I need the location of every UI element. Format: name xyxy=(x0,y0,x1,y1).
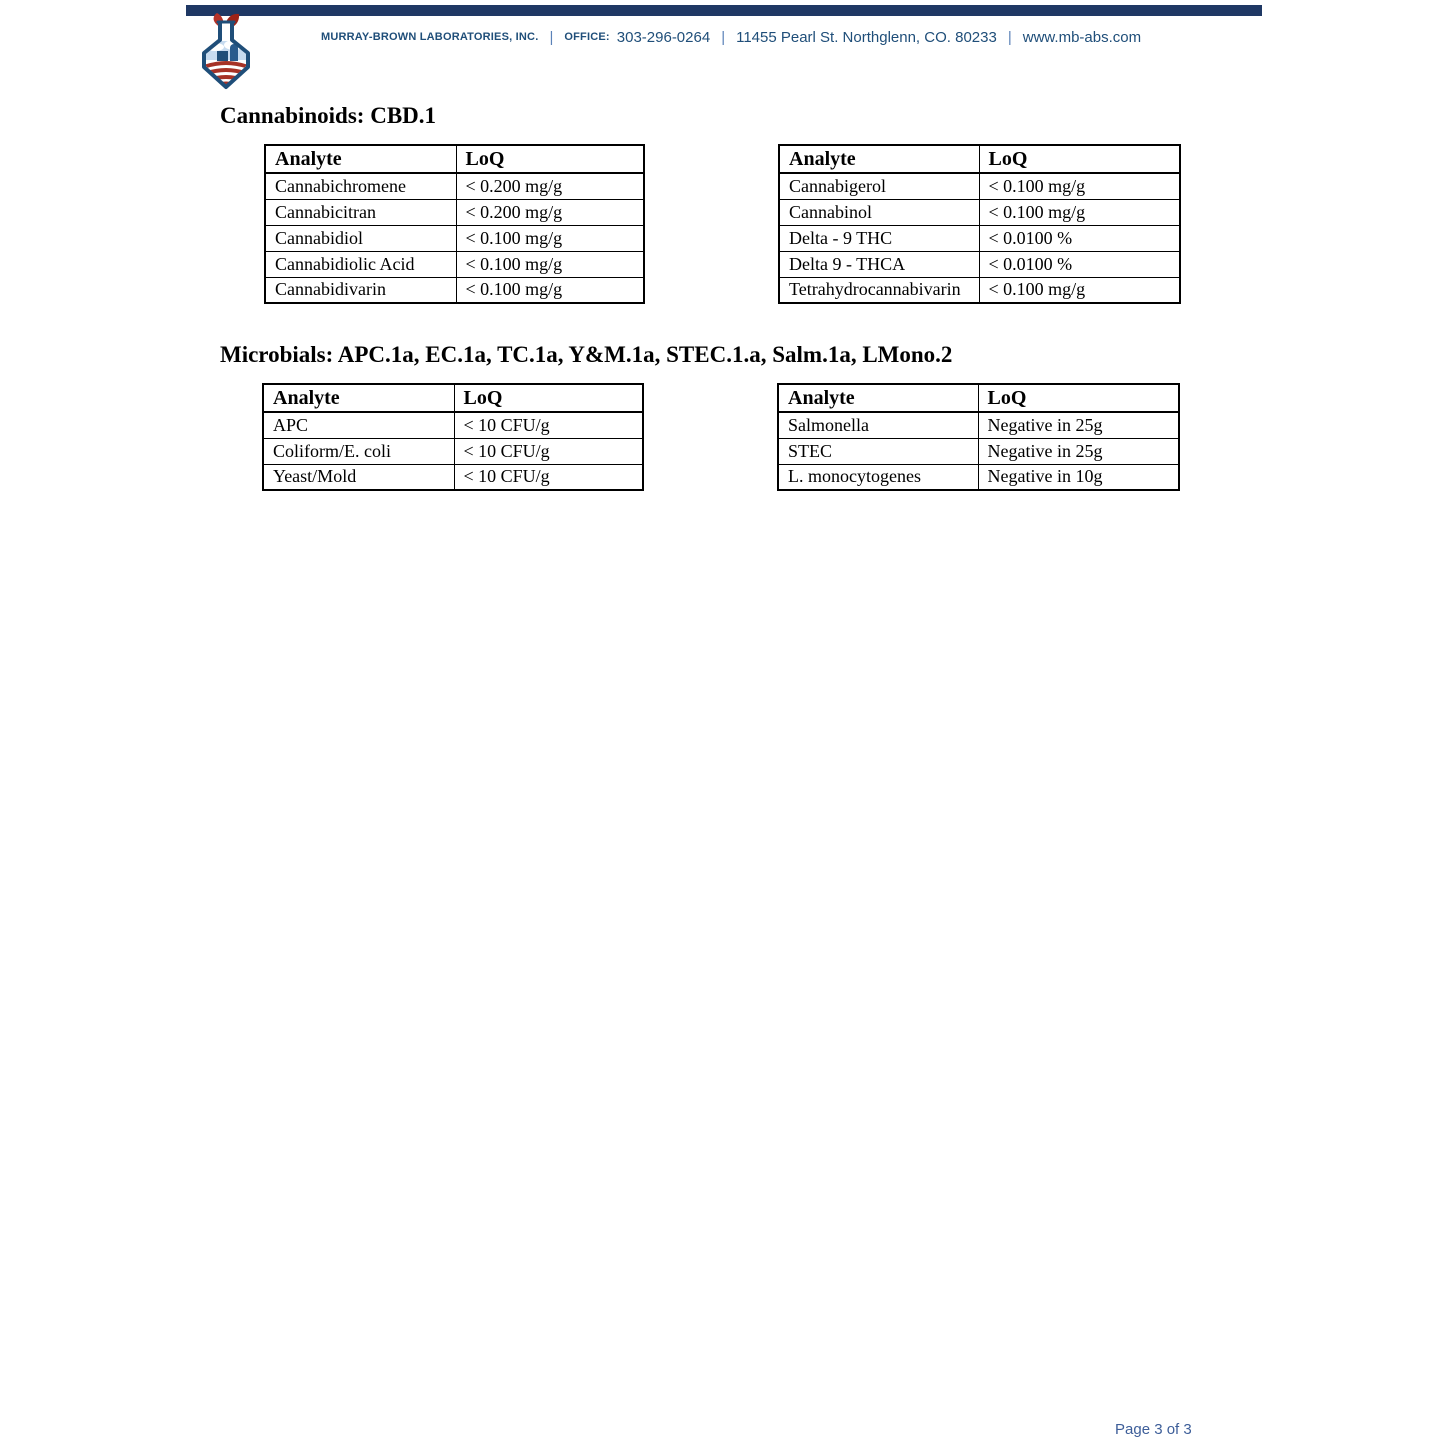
top-accent-bar xyxy=(186,5,1262,16)
separator: | xyxy=(549,28,554,46)
loq-cell: < 0.200 mg/g xyxy=(455,198,645,226)
analyte-cell: APC xyxy=(262,411,455,439)
table-header-row: Analyte LoQ xyxy=(777,383,1180,413)
table-row: Coliform/E. coli < 10 CFU/g xyxy=(262,437,644,465)
loq-cell: < 0.100 mg/g xyxy=(455,224,645,252)
analyte-cell: Coliform/E. coli xyxy=(262,437,455,465)
loq-column-header: LoQ xyxy=(453,383,644,413)
analyte-cell: Cannabicitran xyxy=(264,198,457,226)
table-header-row: Analyte LoQ xyxy=(778,144,1181,174)
microbials-section-title: Microbials: APC.1a, EC.1a, TC.1a, Y&M.1a… xyxy=(220,342,953,367)
cannabinoids-section-title: Cannabinoids: CBD.1 xyxy=(220,103,437,128)
company-name: MURRAY-BROWN LABORATORIES, INC. xyxy=(321,31,539,43)
loq-cell: Negative in 10g xyxy=(977,463,1180,491)
table-row: L. monocytogenes Negative in 10g xyxy=(777,463,1180,491)
table-row: Yeast/Mold < 10 CFU/g xyxy=(262,463,644,491)
table-row: Cannabidiol < 0.100 mg/g xyxy=(264,224,645,252)
loq-cell: < 10 CFU/g xyxy=(453,437,644,465)
website-url: www.mb-abs.com xyxy=(1022,28,1142,46)
table-row: Tetrahydrocannabivarin < 0.100 mg/g xyxy=(778,276,1181,304)
analyte-column-header: Analyte xyxy=(264,144,457,174)
cannabinoids-table-left: Analyte LoQ Cannabichromene < 0.200 mg/g … xyxy=(264,144,645,304)
table-row: Cannabicitran < 0.200 mg/g xyxy=(264,198,645,226)
table-row: Delta - 9 THC < 0.0100 % xyxy=(778,224,1181,252)
analyte-cell: L. monocytogenes xyxy=(777,463,979,491)
table-header-row: Analyte LoQ xyxy=(264,144,645,174)
office-label: OFFICE: xyxy=(564,31,610,43)
table-row: STEC Negative in 25g xyxy=(777,437,1180,465)
analyte-cell: Cannabidiolic Acid xyxy=(264,250,457,278)
analyte-column-header: Analyte xyxy=(778,144,980,174)
flask-farm-logo-icon xyxy=(202,13,250,89)
letterhead: MURRAY-BROWN LABORATORIES, INC. | OFFICE… xyxy=(321,28,1141,46)
loq-cell: < 0.0100 % xyxy=(978,224,1181,252)
loq-cell: < 0.100 mg/g xyxy=(978,198,1181,226)
office-phone: 303-296-0264 xyxy=(616,28,711,46)
analyte-cell: Cannabigerol xyxy=(778,172,980,200)
loq-column-header: LoQ xyxy=(977,383,1180,413)
loq-cell: < 0.100 mg/g xyxy=(455,250,645,278)
table-row: Cannabidivarin < 0.100 mg/g xyxy=(264,276,645,304)
analyte-cell: Cannabichromene xyxy=(264,172,457,200)
microbials-table-right: Analyte LoQ Salmonella Negative in 25g ST… xyxy=(777,383,1180,491)
analyte-cell: STEC xyxy=(777,437,979,465)
loq-cell: < 0.0100 % xyxy=(978,250,1181,278)
loq-cell: Negative in 25g xyxy=(977,437,1180,465)
analyte-cell: Delta 9 - THCA xyxy=(778,250,980,278)
analyte-cell: Cannabinol xyxy=(778,198,980,226)
loq-cell: < 0.100 mg/g xyxy=(978,172,1181,200)
table-row: Cannabinol < 0.100 mg/g xyxy=(778,198,1181,226)
loq-column-header: LoQ xyxy=(455,144,645,174)
loq-cell: < 0.200 mg/g xyxy=(455,172,645,200)
loq-cell: < 0.100 mg/g xyxy=(978,276,1181,304)
loq-cell: Negative in 25g xyxy=(977,411,1180,439)
company-logo xyxy=(198,13,254,91)
analyte-cell: Yeast/Mold xyxy=(262,463,455,491)
analyte-cell: Tetrahydrocannabivarin xyxy=(778,276,980,304)
loq-column-header: LoQ xyxy=(978,144,1181,174)
office-address: 11455 Pearl St. Northglenn, CO. 80233 xyxy=(736,28,997,46)
table-row: Cannabidiolic Acid < 0.100 mg/g xyxy=(264,250,645,278)
loq-cell: < 0.100 mg/g xyxy=(455,276,645,304)
loq-cell: < 10 CFU/g xyxy=(453,411,644,439)
analyte-column-header: Analyte xyxy=(777,383,979,413)
microbials-table-left: Analyte LoQ APC < 10 CFU/g Coliform/E. co… xyxy=(262,383,644,491)
separator: | xyxy=(721,28,726,46)
analyte-column-header: Analyte xyxy=(262,383,455,413)
table-row: Cannabigerol < 0.100 mg/g xyxy=(778,172,1181,200)
analyte-cell: Cannabidiol xyxy=(264,224,457,252)
loq-cell: < 10 CFU/g xyxy=(453,463,644,491)
table-row: Delta 9 - THCA < 0.0100 % xyxy=(778,250,1181,278)
separator: | xyxy=(1007,28,1012,46)
table-row: APC < 10 CFU/g xyxy=(262,411,644,439)
analyte-cell: Salmonella xyxy=(777,411,979,439)
table-row: Cannabichromene < 0.200 mg/g xyxy=(264,172,645,200)
page-number: Page 3 of 3 xyxy=(1115,1421,1192,1438)
table-row: Salmonella Negative in 25g xyxy=(777,411,1180,439)
table-header-row: Analyte LoQ xyxy=(262,383,644,413)
analyte-cell: Delta - 9 THC xyxy=(778,224,980,252)
cannabinoids-table-right: Analyte LoQ Cannabigerol < 0.100 mg/g Can… xyxy=(778,144,1181,304)
analyte-cell: Cannabidivarin xyxy=(264,276,457,304)
